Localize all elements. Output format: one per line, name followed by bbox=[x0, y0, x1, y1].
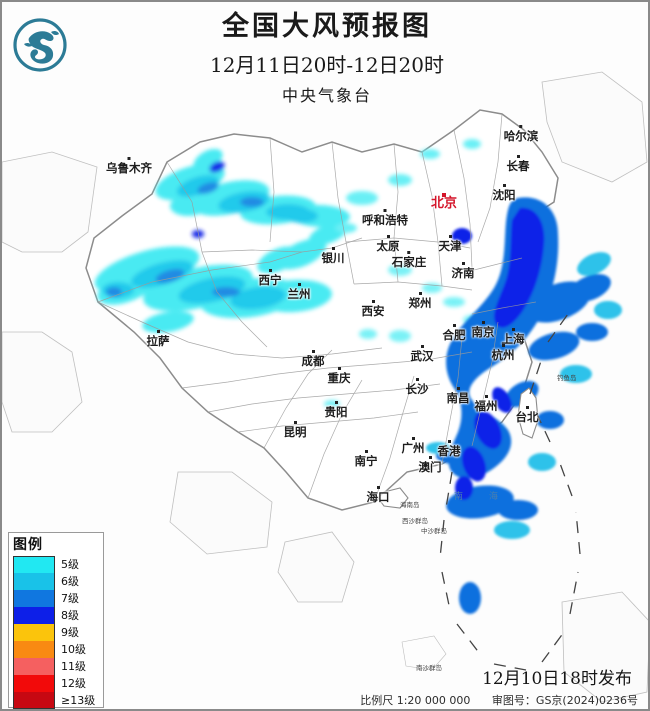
legend-row: 8级 bbox=[13, 607, 99, 624]
city-label: 济南 bbox=[451, 266, 475, 280]
legend-label: 9级 bbox=[61, 626, 79, 639]
city-label: 长沙 bbox=[405, 382, 429, 396]
city-label: 石家庄 bbox=[391, 255, 427, 269]
city-label: 杭州 bbox=[491, 348, 515, 362]
legend-title: 图例 bbox=[13, 537, 43, 553]
city-label: 拉萨 bbox=[146, 334, 170, 348]
legend-swatch bbox=[13, 692, 55, 709]
city-label: 贵阳 bbox=[324, 405, 348, 419]
city-label: 合肥 bbox=[442, 328, 466, 342]
city-label: 南宁 bbox=[354, 454, 378, 468]
legend-row: 7级 bbox=[13, 590, 99, 607]
city-label: 武汉 bbox=[410, 349, 434, 363]
city-label: 福州 bbox=[474, 399, 498, 413]
legend-label: ≥13级 bbox=[61, 694, 96, 707]
legend-swatch bbox=[13, 675, 55, 692]
footer-meta: 比例尺 1:20 000 000 审图号：GS京(2024)0236号 bbox=[360, 692, 638, 708]
map-approval-number: 审图号：GS京(2024)0236号 bbox=[491, 694, 638, 707]
legend-label: 10级 bbox=[61, 643, 86, 656]
city-label: 长春 bbox=[506, 159, 530, 173]
city-label: 呼和浩特 bbox=[362, 213, 408, 227]
city-label: 西安 bbox=[361, 304, 385, 318]
legend-rows: 5级 6级 7级 8级 9级 10级 11级 12级 ≥13级 bbox=[13, 556, 99, 709]
island-label: 海南岛 bbox=[400, 501, 420, 509]
legend-row: 5级 bbox=[13, 556, 99, 573]
legend-label: 11级 bbox=[61, 660, 86, 673]
legend-swatch bbox=[13, 556, 55, 573]
issue-date: 12月10日18时发布 bbox=[482, 669, 632, 689]
city-label: 银川 bbox=[321, 251, 345, 265]
legend-row: 9级 bbox=[13, 624, 99, 641]
city-label: 香港 bbox=[437, 444, 461, 458]
city-label: 台北 bbox=[515, 410, 539, 424]
legend-swatch bbox=[13, 590, 55, 607]
city-label: 上海 bbox=[501, 332, 525, 346]
city-label: 南京 bbox=[471, 325, 495, 339]
legend-row: 11级 bbox=[13, 658, 99, 675]
city-label: 沈阳 bbox=[492, 188, 516, 202]
city-label: 重庆 bbox=[327, 371, 351, 385]
city-label: 兰州 bbox=[287, 287, 311, 301]
island-label: 西沙群岛 bbox=[402, 517, 428, 525]
legend-label: 6级 bbox=[61, 575, 79, 588]
legend-row: 6级 bbox=[13, 573, 99, 590]
city-label: 哈尔滨 bbox=[503, 129, 539, 143]
island-label: 南沙群岛 bbox=[416, 664, 442, 672]
cma-dragon-logo bbox=[13, 18, 67, 72]
legend-swatch bbox=[13, 658, 55, 675]
city-label: 南昌 bbox=[446, 391, 470, 405]
city-label: 昆明 bbox=[283, 425, 307, 439]
city-label: 西宁 bbox=[258, 273, 282, 287]
city-label: 天津 bbox=[438, 239, 462, 253]
legend-row: 10级 bbox=[13, 641, 99, 658]
sea-label: 海 bbox=[489, 492, 499, 502]
legend-swatch bbox=[13, 624, 55, 641]
legend-swatch bbox=[13, 573, 55, 590]
city-label: 海口 bbox=[366, 490, 390, 504]
legend-label: 12级 bbox=[61, 677, 86, 690]
legend-swatch bbox=[13, 607, 55, 624]
legend-label: 8级 bbox=[61, 609, 79, 622]
city-label: 乌鲁木齐 bbox=[106, 161, 152, 175]
legend-label: 5级 bbox=[61, 558, 79, 571]
island-label: 钓鱼岛 bbox=[557, 374, 577, 382]
city-label: 郑州 bbox=[408, 296, 432, 310]
city-label: 广州 bbox=[401, 441, 425, 455]
city-label: 澳门 bbox=[418, 460, 442, 474]
island-label: 中沙群岛 bbox=[421, 527, 447, 535]
legend-row: ≥13级 bbox=[13, 692, 99, 709]
legend-swatch bbox=[13, 641, 55, 658]
legend-panel: 图例 5级 6级 7级 8级 9级 10级 11级 12级 ≥13级 bbox=[8, 532, 104, 709]
map-scale: 比例尺 1:20 000 000 bbox=[360, 694, 471, 707]
legend-label: 7级 bbox=[61, 592, 79, 605]
city-label: 北京 bbox=[430, 196, 458, 211]
sea-label: 南 bbox=[454, 492, 464, 502]
city-label: 成都 bbox=[301, 354, 325, 368]
legend-row: 12级 bbox=[13, 675, 99, 692]
city-label: 太原 bbox=[376, 239, 400, 253]
